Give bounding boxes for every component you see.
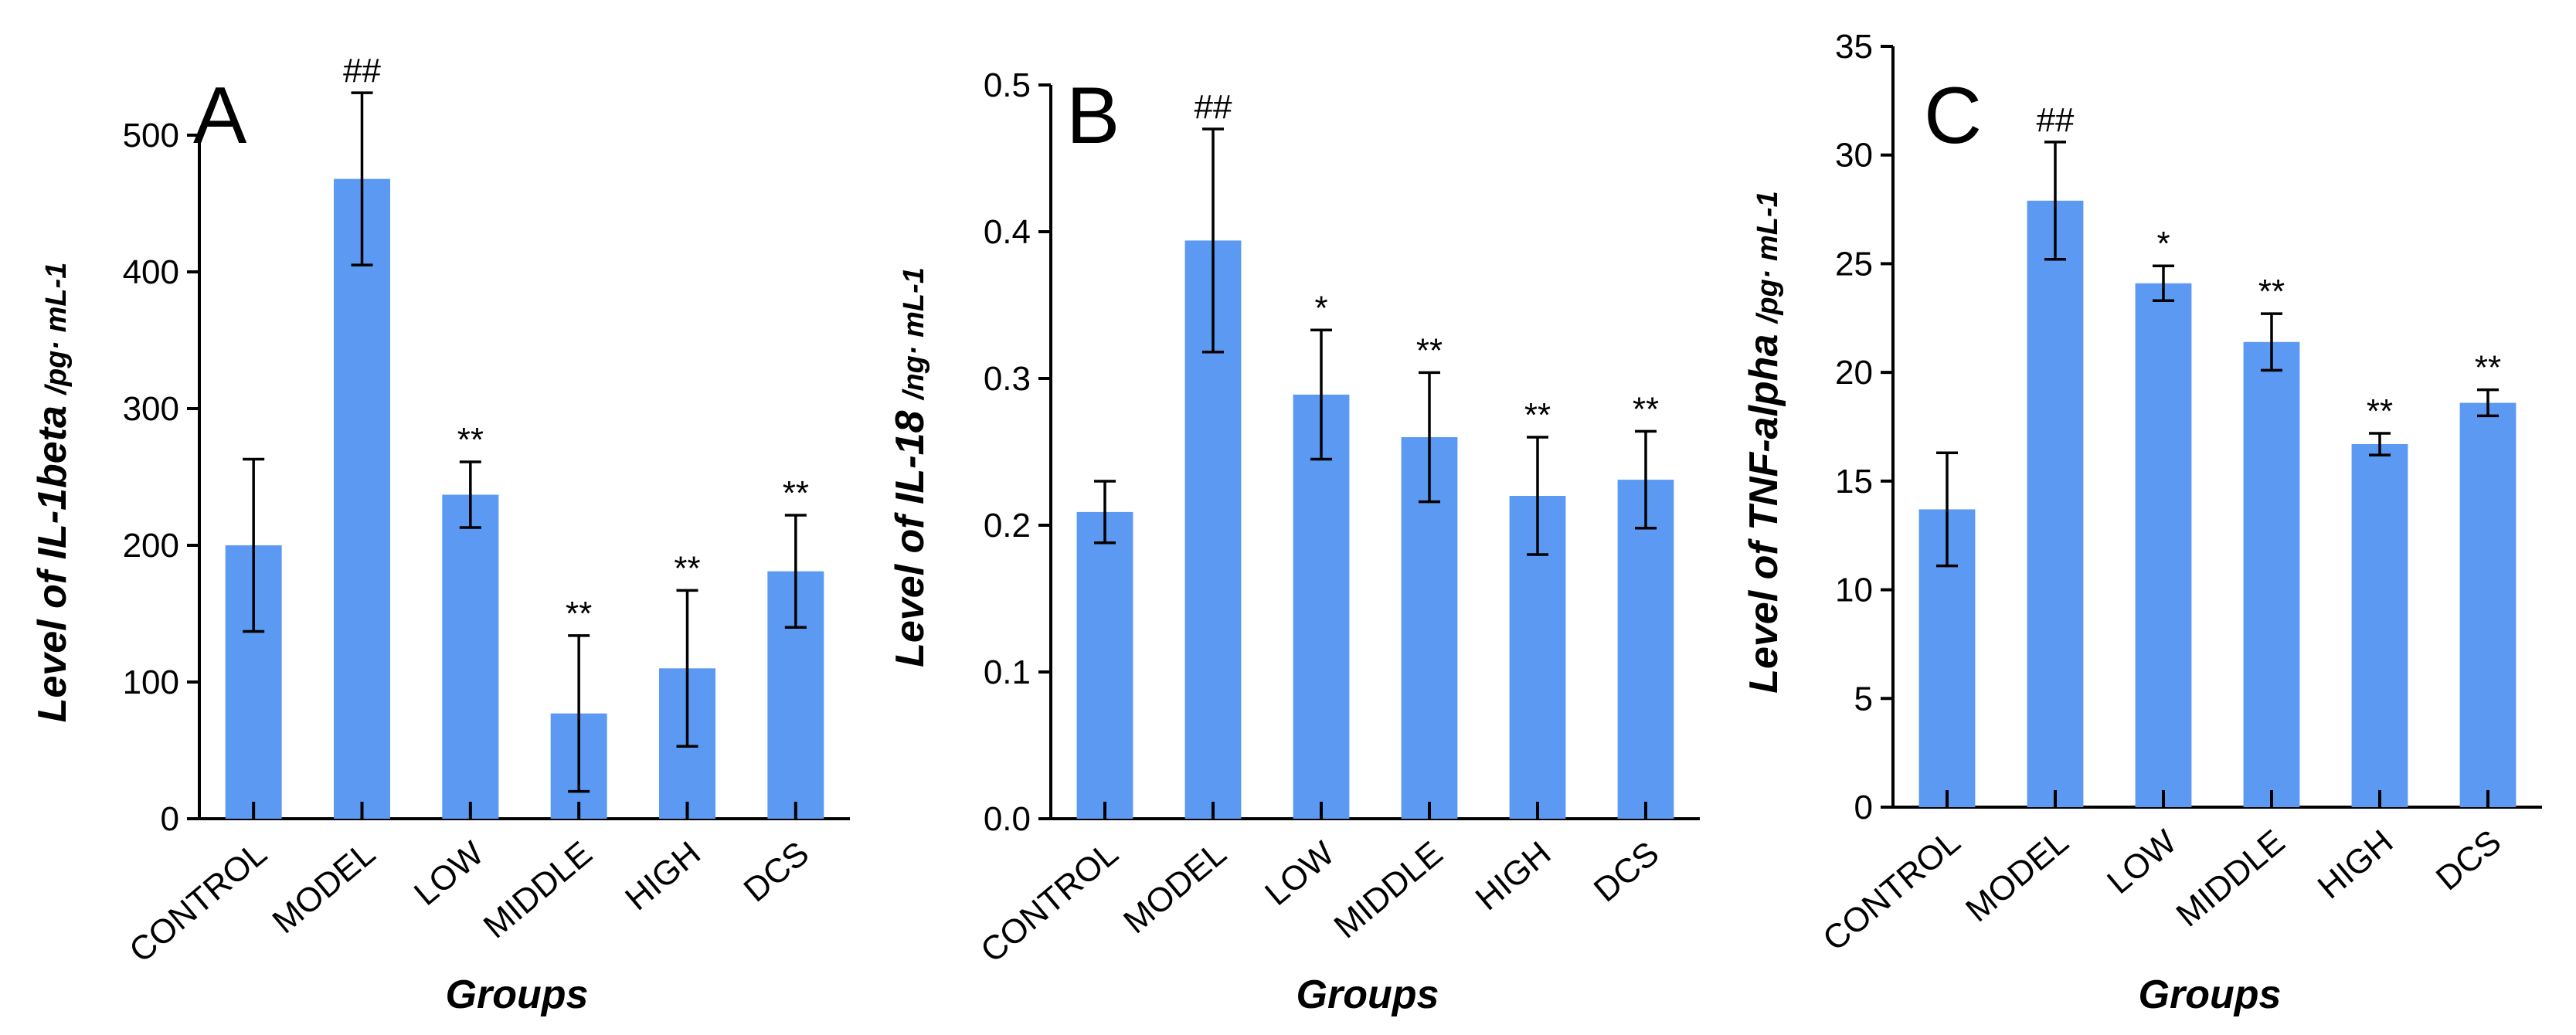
significance-label: ** <box>1633 390 1659 428</box>
significance-label: ** <box>457 421 484 459</box>
y-tick-label: 35 <box>1835 28 1873 66</box>
y-axis-unit: /pg· mL-1 <box>40 263 73 396</box>
bar-high <box>2351 444 2408 807</box>
y-tick-label: 0.3 <box>984 360 1031 398</box>
y-tick-label: 5 <box>1854 680 1873 718</box>
category-label: MIDDLE <box>477 834 600 945</box>
y-axis-label-text: Level of IL-18 <box>888 399 933 667</box>
category-label: HIGH <box>1469 834 1558 918</box>
category-label: MODEL <box>266 834 382 941</box>
y-tick-label: 100 <box>123 663 179 701</box>
y-axis-label-text: Level of IL-1beta <box>30 395 75 723</box>
y-tick-label: 15 <box>1835 463 1873 501</box>
bar-dcs <box>2459 402 2517 807</box>
category-label: LOW <box>1258 834 1342 913</box>
chart-panel-a: 0 100 200 300 400 500 CONTROL ## MODEL ** LOW ** MID… <box>30 52 850 1017</box>
y-axis-unit: /pg· mL-1 <box>1752 191 1784 324</box>
y-axis-label: Level of IL-18 /ng· mL-1 <box>888 267 933 667</box>
y-tick-label: 400 <box>123 253 179 291</box>
category-label: DCS <box>737 834 817 909</box>
significance-label: ## <box>343 52 381 90</box>
category-label: MODEL <box>1116 834 1233 941</box>
y-tick-label: 300 <box>123 390 179 428</box>
chart-panel-b: 0.0 0.1 0.2 0.3 0.4 0.5 CONTROL ## MODEL * LOW ** MI… <box>888 66 1700 1017</box>
significance-label: ** <box>2258 273 2285 310</box>
y-tick-label: 0.5 <box>984 66 1031 104</box>
category-label: CONTROL <box>122 834 274 970</box>
x-axis-label: Groups <box>446 972 589 1017</box>
category-label: DCS <box>2429 823 2509 898</box>
category-label: LOW <box>2100 823 2184 901</box>
bar-control <box>1076 511 1133 819</box>
significance-label: ** <box>566 595 592 633</box>
significance-label: * <box>2156 225 2170 263</box>
significance-label: ** <box>2475 349 2501 387</box>
significance-label: ## <box>1195 88 1232 126</box>
y-tick-label: 0.0 <box>984 800 1031 838</box>
category-label: CONTROL <box>974 834 1125 970</box>
category-label: LOW <box>407 834 491 913</box>
bar-model <box>2027 200 2084 807</box>
y-tick-label: 10 <box>1835 572 1873 609</box>
y-tick-label: 25 <box>1835 245 1873 283</box>
x-axis-label: Groups <box>2139 972 2282 1017</box>
significance-label: ** <box>2367 392 2393 430</box>
significance-label: ** <box>1416 331 1443 369</box>
y-axis-unit: /ng· mL-1 <box>898 267 930 401</box>
significance-label: ** <box>674 549 700 587</box>
y-axis-label: Level of IL-1beta /pg· mL-1 <box>30 263 75 723</box>
y-tick-label: 20 <box>1835 354 1873 392</box>
panel-letter: A <box>193 71 247 161</box>
y-tick-label: 200 <box>123 527 179 565</box>
bar-dcs <box>1617 480 1674 819</box>
bar-low <box>1293 394 1350 819</box>
y-axis-label: Level of TNF-alpha /pg· mL-1 <box>1742 191 1786 694</box>
bar-middle <box>2243 341 2300 807</box>
significance-label: ## <box>2037 101 2075 139</box>
category-label: HIGH <box>2311 823 2401 906</box>
bar-low <box>442 494 499 819</box>
y-axis-label-text: Level of TNF-alpha <box>1742 323 1786 694</box>
y-tick-label: 30 <box>1835 137 1873 175</box>
y-tick-label: 0 <box>161 800 179 838</box>
panel-letter: C <box>1924 71 1982 161</box>
category-label: MIDDLE <box>2170 823 2292 934</box>
significance-label: * <box>1314 289 1327 327</box>
y-tick-label: 0 <box>1854 789 1873 826</box>
y-tick-label: 0.4 <box>984 213 1031 251</box>
bar-low <box>2135 283 2192 807</box>
significance-label: ** <box>1524 396 1551 434</box>
panel-letter: B <box>1066 71 1120 161</box>
bar-model <box>334 178 390 819</box>
category-label: HIGH <box>618 834 708 918</box>
x-axis-label: Groups <box>1296 972 1439 1017</box>
chart-panel-c: 0 5 10 15 20 25 30 35 CONTROL ## MODEL * LOW ** MIDDLE… <box>1742 28 2542 1017</box>
category-label: CONTROL <box>1816 823 1967 959</box>
y-tick-label: 0.2 <box>984 507 1031 545</box>
category-label: DCS <box>1587 834 1667 909</box>
y-tick-label: 500 <box>123 117 179 154</box>
y-tick-label: 0.1 <box>984 653 1031 691</box>
category-label: MODEL <box>1959 823 2075 929</box>
category-label: MIDDLE <box>1327 834 1450 945</box>
significance-label: ** <box>783 474 809 512</box>
